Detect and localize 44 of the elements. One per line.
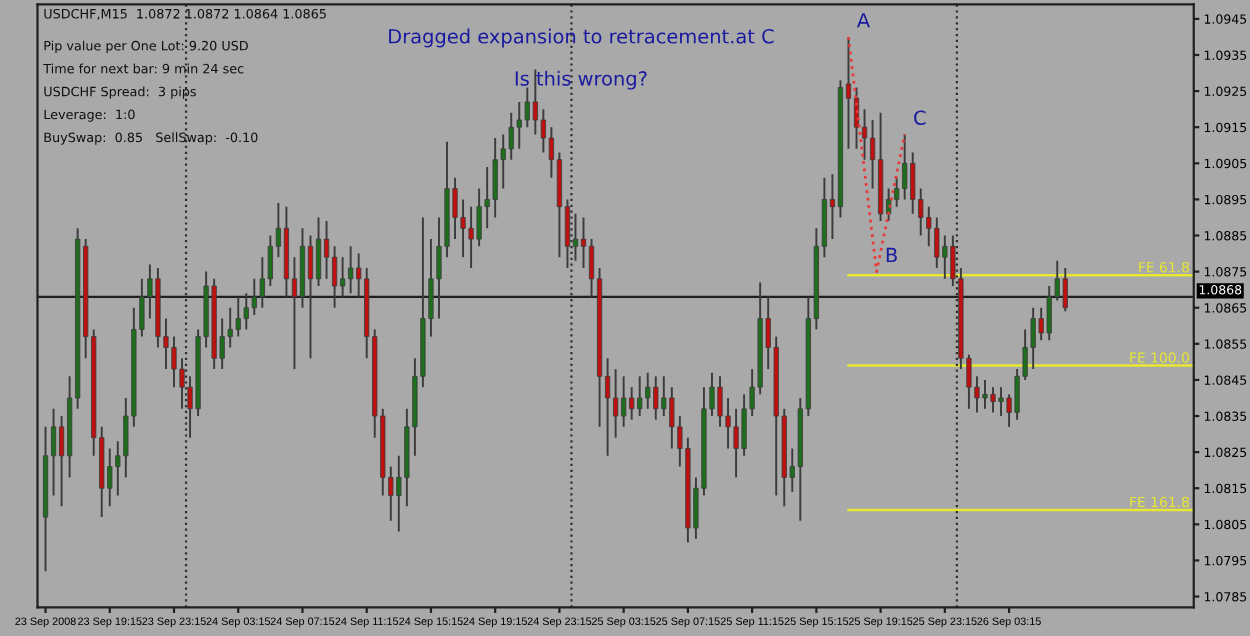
candlestick xyxy=(532,68,538,136)
candlestick xyxy=(629,386,635,421)
candlestick xyxy=(613,368,619,439)
candlestick xyxy=(243,292,249,331)
candlestick xyxy=(1046,285,1052,342)
candlestick xyxy=(669,386,675,450)
candlestick xyxy=(621,375,627,428)
candlestick xyxy=(307,234,314,360)
candlestick xyxy=(637,375,643,417)
candlestick xyxy=(331,245,338,309)
candlestick xyxy=(468,205,474,269)
candlestick xyxy=(508,111,514,161)
candlestick xyxy=(934,216,940,269)
candlestick xyxy=(516,100,522,150)
candlestick xyxy=(323,220,330,280)
candlestick xyxy=(540,108,546,154)
candlestick xyxy=(251,277,257,316)
annotation: C xyxy=(914,110,926,126)
candlestick xyxy=(492,137,498,219)
candlestick xyxy=(902,133,908,201)
candlestick xyxy=(235,295,241,338)
candlestick xyxy=(476,187,482,248)
candlestick xyxy=(733,407,739,479)
candlestick xyxy=(998,386,1004,417)
text: Dragged expansion to retracement.at C xyxy=(389,28,774,48)
candlestick xyxy=(990,386,996,414)
candlestick xyxy=(910,151,916,215)
candlestick xyxy=(339,256,346,298)
candlestick xyxy=(741,393,747,457)
annotation: B xyxy=(886,247,897,263)
annotation: A xyxy=(856,13,870,28)
candlestick xyxy=(982,378,988,410)
candlestick xyxy=(315,216,322,288)
candlestick xyxy=(452,176,458,241)
candlestick xyxy=(645,371,651,410)
candlestick xyxy=(1030,306,1036,371)
candlestick xyxy=(717,375,723,428)
candlestick xyxy=(1062,267,1068,313)
candlestick xyxy=(524,86,530,129)
candlestick xyxy=(942,234,948,280)
candlestick xyxy=(653,375,659,421)
candlestick xyxy=(171,335,177,389)
candlestick xyxy=(348,245,354,295)
text: Is this wrong? xyxy=(515,70,647,90)
